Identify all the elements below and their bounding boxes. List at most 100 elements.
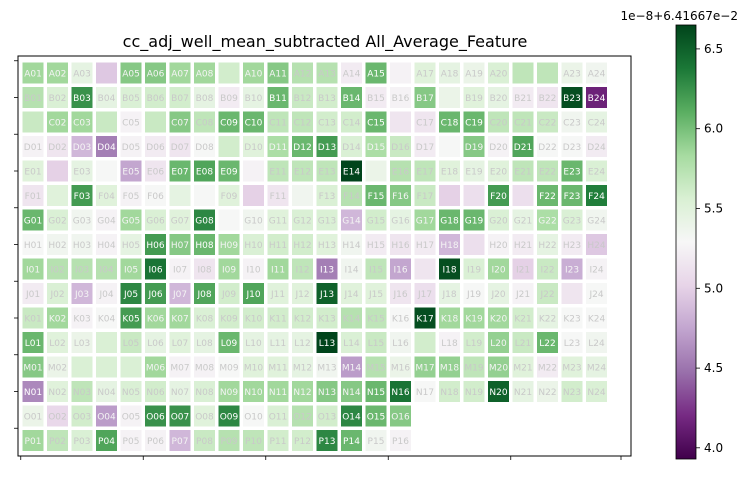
cell-label: P08 (196, 437, 213, 447)
cell-label: K02 (49, 315, 66, 325)
cell-label: E12 (294, 168, 311, 178)
cell-label: K13 (318, 315, 335, 325)
cell-label: I15 (369, 266, 383, 276)
cell-label: K24 (588, 315, 606, 325)
cell-label: P02 (49, 437, 66, 447)
heatmap-cell (537, 332, 558, 353)
heatmap-cell (488, 332, 509, 353)
cell-label: H01 (24, 241, 42, 251)
cell-label: A03 (73, 70, 91, 80)
cell-label: K23 (563, 315, 580, 325)
heatmap-cell (488, 234, 509, 255)
heatmap-cell (537, 356, 558, 378)
heatmap-cell (267, 405, 289, 427)
cell-label: H11 (269, 241, 287, 251)
heatmap-cell (47, 332, 68, 353)
cell-label: I18 (442, 266, 456, 276)
cell-label: C13 (318, 119, 336, 129)
heatmap-cell (145, 87, 166, 108)
heatmap-cell (414, 234, 436, 255)
cell-label: A15 (367, 70, 385, 80)
heatmap-cell (561, 283, 583, 304)
heatmap-cell (194, 209, 215, 231)
heatmap-cell (194, 234, 215, 255)
heatmap-cell (561, 136, 583, 157)
heatmap-cell (414, 356, 436, 378)
heatmap-cell (169, 430, 191, 451)
cell-label: D04 (97, 143, 116, 153)
cell-label: K20 (490, 315, 508, 325)
heatmap-cell (71, 136, 93, 157)
cell-label: B08 (196, 94, 214, 104)
cell-label: B05 (122, 94, 140, 104)
cell-label: L09 (221, 339, 238, 349)
cell-label: D03 (73, 143, 91, 153)
cell-label: O09 (220, 413, 239, 423)
heatmap-cell (537, 136, 558, 157)
heatmap-cell (316, 258, 338, 280)
heatmap-cell (488, 160, 509, 182)
cell-label: D01 (24, 143, 42, 153)
cell-label: K11 (269, 315, 286, 325)
cell-label: O01 (24, 413, 43, 423)
heatmap-cell (169, 258, 191, 280)
heatmap-cell (194, 405, 215, 427)
cell-label: O10 (244, 413, 263, 423)
heatmap-cell (390, 111, 411, 133)
heatmap-cell (267, 136, 289, 157)
cell-label: C07 (171, 119, 189, 129)
cell-label: N01 (24, 388, 42, 398)
cell-label: G22 (538, 217, 556, 227)
heatmap-cell (47, 430, 68, 451)
heatmap-cell (414, 87, 436, 108)
heatmap-cell (488, 185, 509, 206)
heatmap-cell (194, 307, 215, 329)
heatmap-cell (96, 405, 117, 427)
cell-label: G20 (489, 217, 508, 227)
cell-label: K06 (147, 315, 165, 325)
heatmap-cell (267, 356, 289, 378)
cell-label: F20 (490, 192, 507, 202)
cell-label: J08 (196, 290, 211, 300)
heatmap-cell (218, 209, 240, 231)
cell-label: A18 (441, 70, 459, 80)
heatmap-cell (169, 283, 191, 304)
cell-label: H23 (563, 241, 581, 251)
heatmap-cell (463, 381, 485, 402)
cell-label: A10 (245, 70, 263, 80)
colorbar-tick-label: 6.0 (704, 122, 723, 136)
heatmap-cell (243, 160, 264, 182)
heatmap-cell (390, 332, 411, 353)
cell-label: M10 (244, 364, 263, 374)
cell-label: N08 (195, 388, 213, 398)
heatmap-cell (120, 332, 142, 353)
cell-label: J05 (123, 290, 138, 300)
heatmap-cell (537, 87, 558, 108)
cell-label: I02 (50, 266, 64, 276)
cell-label: B24 (588, 94, 606, 104)
cell-label: C18 (441, 119, 459, 129)
heatmap-cell (488, 209, 509, 231)
heatmap-cell (341, 136, 362, 157)
cell-label: A13 (318, 70, 336, 80)
heatmap-cell (390, 381, 411, 402)
heatmap-cell (218, 111, 240, 133)
heatmap-cell (463, 307, 485, 329)
heatmap-cell (390, 160, 411, 182)
heatmap-cell (47, 283, 68, 304)
cell-label: G11 (269, 217, 287, 227)
heatmap-cell (22, 111, 44, 133)
cell-label: K01 (24, 315, 41, 325)
cell-label: E23 (563, 168, 580, 178)
heatmap-cell (218, 136, 240, 157)
cell-label: C03 (73, 119, 91, 129)
cell-label: K18 (441, 315, 459, 325)
cell-label: D24 (587, 143, 606, 153)
heatmap-cell (243, 136, 264, 157)
heatmap-cell (586, 307, 607, 329)
cell-label: B10 (245, 94, 263, 104)
cell-label: H13 (318, 241, 336, 251)
cell-label: O02 (48, 413, 67, 423)
heatmap-cell (439, 136, 460, 157)
heatmap-cell (243, 332, 264, 353)
